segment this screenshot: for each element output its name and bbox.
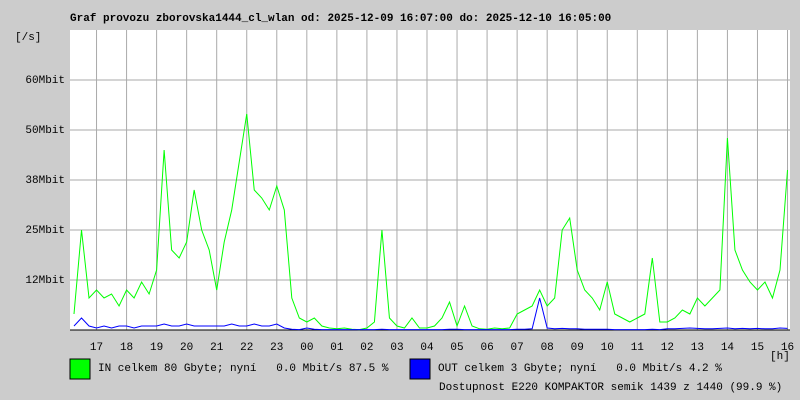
x-tick-label: 05 (450, 342, 463, 354)
x-tick-label: 07 (511, 342, 524, 354)
x-tick-label: 21 (210, 342, 224, 354)
x-tick-label: 06 (480, 342, 493, 354)
legend-swatch (409, 358, 431, 380)
x-tick-label: 09 (571, 342, 584, 354)
x-tick-label: 15 (751, 342, 764, 354)
y-tick-label: 25Mbit (25, 225, 65, 237)
x-tick-label: 17 (90, 342, 103, 354)
chart-title: Graf provozu zborovska1444_cl_wlan od: 2… (70, 13, 611, 25)
x-tick-label: 12 (661, 342, 674, 354)
x-tick-label: 18 (120, 342, 133, 354)
y-tick-label: 38Mbit (25, 175, 65, 187)
x-tick-label: 01 (330, 342, 344, 354)
x-unit-label: [h] (770, 351, 790, 363)
x-tick-label: 23 (270, 342, 283, 354)
y-tick-label: 50Mbit (25, 125, 65, 137)
x-tick-label: 11 (631, 342, 645, 354)
y-tick-label: 60Mbit (25, 75, 65, 87)
series-line (73, 113, 789, 331)
x-tick-label: 02 (360, 342, 373, 354)
legend-label: IN celkem 80 Gbyte; nyní 0.0 Mbit/s 87.5… (98, 363, 389, 375)
x-tick-label: 03 (390, 342, 403, 354)
x-tick-label: 19 (150, 342, 163, 354)
x-tick-label: 10 (601, 342, 614, 354)
series-line (73, 297, 788, 331)
x-tick-label: 13 (691, 342, 704, 354)
x-tick-label: 04 (420, 342, 434, 354)
y-unit-label: [/s] (15, 32, 41, 44)
x-tick-label: 16 (781, 342, 794, 354)
x-tick-label: 14 (721, 342, 735, 354)
x-tick-label: 20 (180, 342, 193, 354)
x-tick-label: 00 (300, 342, 313, 354)
x-tick-label: 22 (240, 342, 253, 354)
availability-note: Dostupnost E220 KOMPAKTOR semik 1439 z 1… (439, 382, 782, 394)
y-tick-label: 12Mbit (25, 275, 65, 287)
legend-label: OUT celkem 3 Gbyte; nyní 0.0 Mbit/s 4.2 … (438, 363, 722, 375)
x-tick-label: 08 (541, 342, 554, 354)
legend-swatch (69, 358, 91, 380)
